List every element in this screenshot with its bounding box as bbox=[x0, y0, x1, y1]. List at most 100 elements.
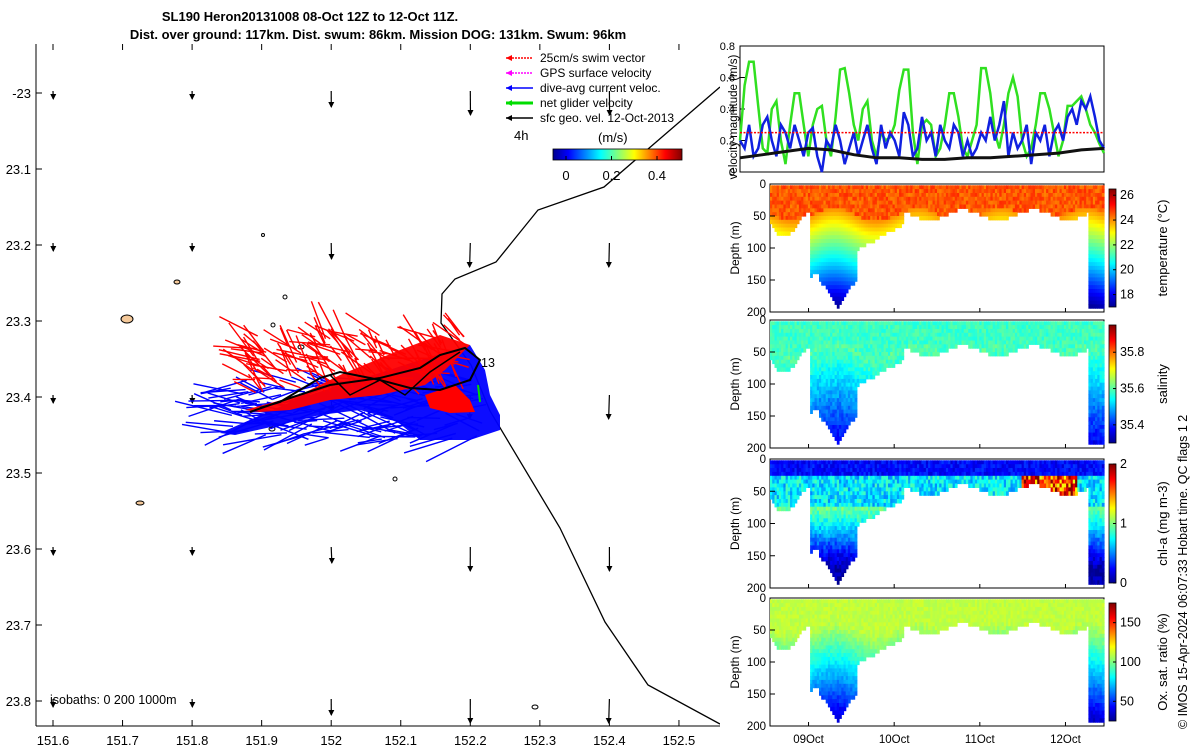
temperature-cell bbox=[783, 223, 787, 229]
temperature-cell bbox=[814, 235, 818, 240]
temperature-cell bbox=[796, 200, 800, 205]
temperature-cell bbox=[823, 189, 827, 194]
salinity-cell bbox=[870, 325, 873, 330]
temperature-cell bbox=[1099, 219, 1103, 225]
temperature-cell bbox=[1037, 204, 1040, 209]
temperature-cell bbox=[819, 250, 822, 255]
temperature-cell bbox=[1063, 216, 1067, 221]
temperature-cell bbox=[1032, 193, 1036, 198]
temperature-cell bbox=[923, 216, 927, 221]
temperature-cell bbox=[925, 193, 929, 198]
temperature-cell bbox=[814, 258, 818, 263]
temperature-cell bbox=[821, 231, 824, 236]
salinity-cell bbox=[796, 355, 800, 361]
salinity-cell bbox=[803, 344, 807, 349]
temperature-cell bbox=[827, 254, 831, 259]
temperature-cell bbox=[841, 250, 845, 255]
salinity-cell bbox=[810, 332, 813, 338]
salinity-cell bbox=[810, 340, 813, 345]
temperature-cell bbox=[959, 196, 963, 202]
temperature-cell bbox=[868, 239, 871, 244]
temperature-cell bbox=[868, 219, 871, 225]
salinity-cell bbox=[845, 401, 849, 407]
temperature-cell bbox=[810, 219, 813, 225]
salinity-cell bbox=[814, 332, 818, 338]
salinity-cell bbox=[854, 390, 858, 395]
temperature-cell bbox=[963, 193, 967, 198]
salinity-cell bbox=[874, 325, 878, 330]
temperature-cell bbox=[963, 200, 967, 205]
temperature-cell bbox=[856, 246, 860, 252]
temperature-cell bbox=[1090, 277, 1094, 282]
salinity-cell bbox=[827, 417, 831, 422]
salinity-cell bbox=[821, 355, 824, 361]
temperature-cell bbox=[845, 285, 849, 290]
salinity-cell bbox=[836, 405, 840, 411]
temperature-cell bbox=[890, 200, 893, 205]
salinity-cell bbox=[885, 325, 889, 330]
salinity-cell bbox=[834, 352, 838, 357]
temperature-cell bbox=[961, 204, 965, 209]
salinity-cell bbox=[1101, 344, 1105, 349]
temperature-cell bbox=[1003, 185, 1007, 190]
salinity-cell bbox=[790, 336, 793, 341]
salinity-cell bbox=[876, 332, 880, 338]
salinity-cell bbox=[899, 336, 902, 341]
temperature-cell bbox=[816, 189, 820, 194]
temperature-cell bbox=[934, 204, 938, 209]
temperature-cell bbox=[1066, 189, 1069, 194]
temperature-cell bbox=[1019, 208, 1023, 213]
salinity-cell bbox=[834, 432, 838, 437]
temperature-cell bbox=[814, 185, 818, 190]
swim-vector bbox=[385, 339, 396, 357]
temperature-cell bbox=[852, 227, 856, 232]
salinity-cell bbox=[870, 340, 873, 345]
temperature-cell bbox=[979, 204, 983, 209]
temperature-cell bbox=[1084, 185, 1087, 190]
temperature-cell bbox=[785, 219, 789, 225]
temperature-cell bbox=[997, 204, 1000, 209]
salinity-cell bbox=[781, 329, 784, 334]
temperature-cell bbox=[807, 204, 811, 209]
temperature-cell bbox=[839, 269, 842, 275]
current-vector bbox=[391, 394, 419, 402]
salinity-cell bbox=[834, 428, 838, 434]
temperature-cell bbox=[827, 216, 831, 221]
temperature-cell bbox=[963, 189, 967, 194]
salinity-cell bbox=[885, 348, 889, 353]
temperature-cell bbox=[1090, 227, 1094, 232]
temperature-cell bbox=[1055, 189, 1058, 194]
salinity-cell bbox=[783, 344, 787, 349]
temperature-cell bbox=[852, 189, 856, 194]
salinity-cell bbox=[787, 325, 791, 330]
temperature-cell bbox=[814, 189, 818, 194]
temperature-cell bbox=[847, 193, 851, 198]
temperature-cell bbox=[843, 235, 847, 240]
temperature-cell bbox=[1070, 185, 1074, 190]
temperature-cell bbox=[879, 196, 882, 202]
salinity-cell bbox=[830, 332, 833, 338]
salinity-cell bbox=[790, 325, 793, 330]
temperature-cell bbox=[827, 242, 831, 248]
salinity-cell bbox=[821, 352, 824, 357]
temperature-cell bbox=[852, 269, 856, 275]
speed-y-tick-label: 0.8 bbox=[720, 41, 735, 53]
salinity-cell bbox=[814, 321, 818, 326]
temperature-cell bbox=[843, 185, 847, 190]
temperature-cell bbox=[1090, 193, 1094, 198]
temperature-cell bbox=[1090, 216, 1094, 221]
temperature-cell bbox=[854, 231, 858, 236]
temperature-cell bbox=[1021, 196, 1025, 202]
salinity-cell bbox=[847, 382, 851, 388]
speed-y-tick-label: 0 bbox=[729, 167, 735, 179]
temperature-cell bbox=[816, 250, 820, 255]
temperature-cell bbox=[845, 235, 849, 240]
current-vector bbox=[237, 399, 260, 403]
temperature-cell bbox=[974, 185, 978, 190]
temperature-cell bbox=[981, 204, 985, 209]
temperature-cell bbox=[1037, 193, 1040, 198]
salinity-cell bbox=[905, 321, 909, 326]
salinity-cell bbox=[874, 352, 878, 357]
map-y-tick-label: 23.2 bbox=[6, 238, 31, 253]
salinity-cell bbox=[850, 405, 853, 411]
